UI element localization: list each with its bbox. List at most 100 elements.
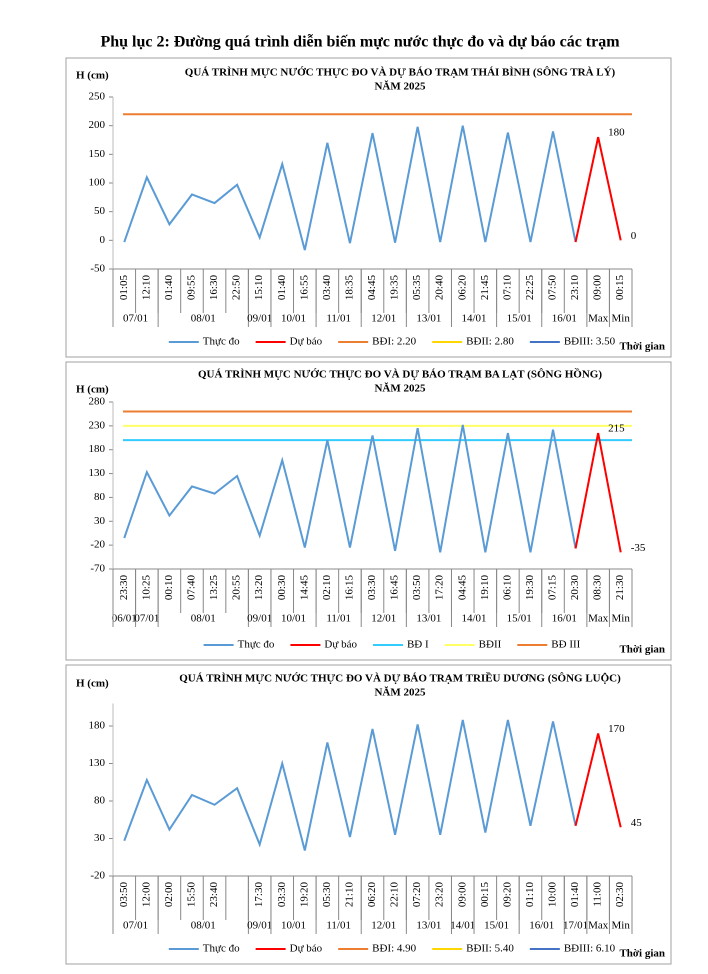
legend-label: BĐ III	[551, 639, 580, 651]
date-group-label: 11/01	[326, 920, 351, 932]
x-tick-label: 05:35	[411, 275, 423, 301]
x-tick-label: 23:30	[118, 575, 130, 601]
x-tick-label: 19:20	[298, 882, 310, 908]
chart-title: QUÁ TRÌNH MỰC NƯỚC THỰC ĐO VÀ DỰ BÁO TRẠ…	[198, 368, 602, 381]
chart-subtitle: NĂM 2025	[374, 81, 426, 93]
page-title: Phụ lục 2: Đường quá trình diễn biến mực…	[100, 34, 620, 51]
y-tick-label: -50	[90, 263, 105, 275]
x-tick-label: 10:25	[140, 575, 152, 601]
y-tick-label: -20	[90, 539, 105, 551]
y-tick-label: 50	[94, 205, 106, 217]
y-tick-label: 130	[89, 467, 106, 479]
x-tick-label: 06:20	[456, 275, 468, 301]
x-tick-label: 03:50	[411, 575, 423, 601]
date-group-label: 10/01	[281, 313, 306, 325]
date-group-label: 08/01	[191, 613, 216, 625]
x-tick-label: 09:20	[501, 882, 513, 908]
x-tick-label: 21:10	[343, 882, 355, 908]
x-tick-label: 22:10	[389, 882, 401, 908]
legend-label: BĐIII: 3.50	[564, 336, 616, 348]
y-tick-label: 180	[89, 443, 106, 455]
date-group-label: 09/01	[247, 313, 272, 325]
date-group-label: 14/01	[462, 313, 487, 325]
date-group-label: 11/01	[326, 613, 351, 625]
legend-label: BĐIII: 6.10	[564, 943, 616, 955]
date-group-label: 15/01	[507, 613, 532, 625]
x-tick-label: 23:10	[569, 275, 581, 301]
y-tick-label: 130	[89, 757, 106, 769]
y-tick-label: 150	[89, 148, 106, 160]
x-tick-label: 06:10	[501, 575, 513, 601]
x-tick-label: 02:30	[614, 882, 626, 908]
date-group-label: 08/01	[191, 920, 216, 932]
x-tick-label: 22:50	[231, 275, 243, 301]
chart-frame	[65, 361, 672, 661]
date-group-label: 08/01	[191, 313, 216, 325]
y-tick-label: 80	[94, 491, 106, 503]
legend-label: Thực đo	[203, 943, 240, 955]
date-group-label: 13/01	[416, 920, 441, 932]
x-tick-label: 15:10	[253, 275, 265, 301]
date-group-label: 15/01	[507, 313, 532, 325]
series-line	[123, 125, 577, 251]
y-tick-label: 0	[100, 234, 106, 246]
x-tick-label: 04:45	[456, 575, 468, 601]
x-tick-label: 09:55	[186, 275, 198, 301]
x-tick-label: 17:30	[253, 882, 265, 908]
date-group-label: 09/01	[247, 613, 272, 625]
series-line	[123, 719, 577, 851]
date-group-label: 11/01	[326, 313, 351, 325]
date-group-label: 16/01	[529, 920, 554, 932]
data-label: 180	[608, 127, 625, 139]
chart-subtitle: NĂM 2025	[374, 687, 426, 699]
chart-title: QUÁ TRÌNH MỰC NƯỚC THỰC ĐO VÀ DỰ BÁO TRẠ…	[185, 66, 616, 79]
x-tick-label: 00:10	[163, 575, 175, 601]
x-tick-label: 22:25	[524, 275, 536, 301]
x-tick-label: 13:25	[208, 575, 220, 601]
date-group-label: 14/01	[462, 613, 487, 625]
y-tick-label: 30	[94, 515, 106, 527]
x-tick-label: 07:10	[501, 275, 513, 301]
x-tick-label: 21:30	[614, 575, 626, 601]
date-group-label: 06/01	[112, 613, 137, 625]
date-group-label: 10/01	[281, 920, 306, 932]
x-tick-label: 07:15	[547, 575, 559, 601]
x-tick-label: 09:00	[456, 882, 468, 908]
x-axis-label: Thời gian	[619, 644, 665, 656]
x-tick-label: 19:35	[389, 275, 401, 301]
y-axis-label: H (cm)	[76, 70, 109, 82]
x-tick-label: 21:45	[479, 275, 491, 301]
y-tick-label: 280	[89, 396, 106, 408]
legend: Thực đo Dự báo BĐ I BĐII BĐ III	[203, 639, 581, 651]
date-group-label: 13/01	[416, 613, 441, 625]
date-group-label: 09/01	[247, 920, 272, 932]
legend-label: BĐI: 2.20	[372, 336, 417, 348]
x-tick-label: 05:30	[321, 882, 333, 908]
x-tick-label: 16:55	[298, 275, 310, 301]
x-tick-label: 04:45	[366, 275, 378, 301]
y-tick-label: 250	[89, 91, 106, 103]
date-group-label: Max	[588, 613, 609, 625]
y-tick-label: -70	[90, 563, 105, 575]
chart-frame	[65, 664, 672, 965]
x-tick-label: 03:30	[366, 575, 378, 601]
date-group-label: 16/01	[552, 613, 577, 625]
x-tick-label: 16:45	[389, 575, 401, 601]
date-group-label: 13/01	[416, 313, 441, 325]
legend-label: BĐ I	[407, 639, 429, 651]
chart-title: QUÁ TRÌNH MỰC NƯỚC THỰC ĐO VÀ DỰ BÁO TRẠ…	[179, 672, 621, 685]
x-axis-label: Thời gian	[619, 948, 665, 960]
x-tick-label: 06:20	[366, 882, 378, 908]
data-label: 215	[608, 423, 625, 435]
date-group-label: 12/01	[371, 613, 396, 625]
date-group-label: Min	[612, 613, 631, 625]
date-group-label: 07/01	[123, 920, 148, 932]
x-tick-label: 14:45	[298, 575, 310, 601]
x-tick-label: 20:30	[569, 575, 581, 601]
legend-label: BĐII	[479, 639, 502, 651]
x-tick-label: 18:35	[343, 275, 355, 301]
date-group-label: 14/01	[450, 920, 475, 932]
y-tick-label: 100	[89, 177, 106, 189]
legend-label: Dự báo	[290, 943, 323, 955]
